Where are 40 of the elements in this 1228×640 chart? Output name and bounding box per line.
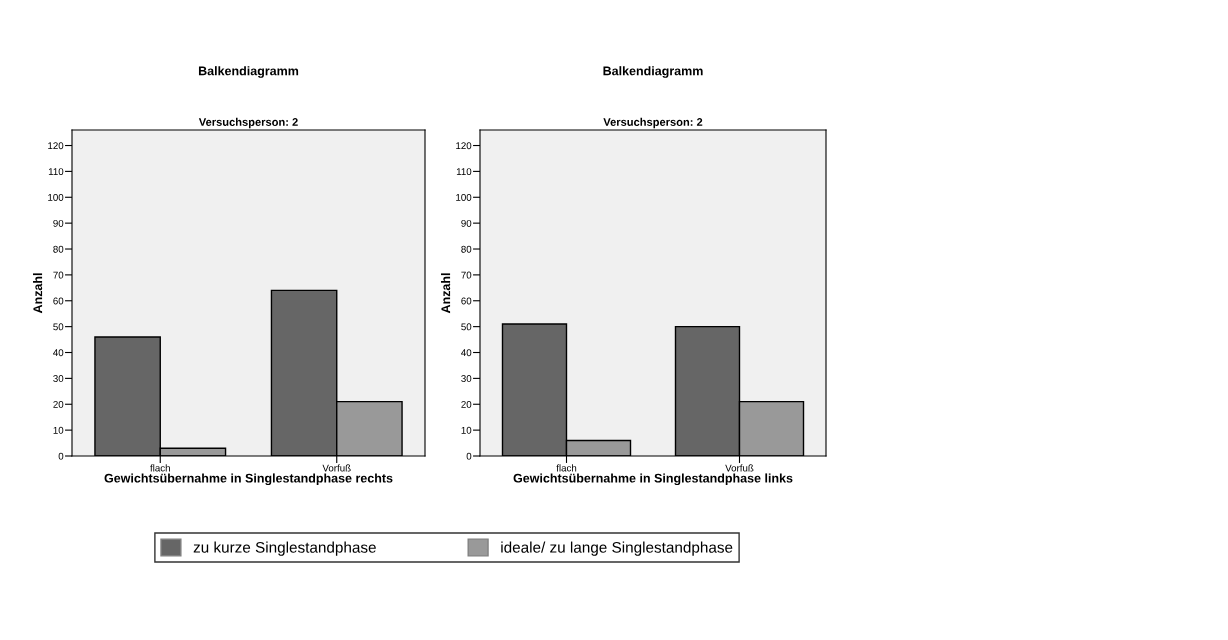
y-tick-label: 110 xyxy=(456,168,472,176)
y-tick-label: 90 xyxy=(461,219,472,227)
y-tick-label: 110 xyxy=(48,168,64,176)
x-axis-title: Gewichtsübernahme in Singlestandphase rechts xyxy=(104,473,393,486)
y-tick-label: 120 xyxy=(48,142,64,150)
x-tick-label: flach xyxy=(556,464,577,472)
y-tick-label: 60 xyxy=(53,297,64,305)
x-tick-label: Vorfuß xyxy=(725,464,754,472)
y-tick-label: 0 xyxy=(58,452,64,460)
y-tick-label: 100 xyxy=(48,194,64,201)
y-tick-label: 10 xyxy=(53,426,64,434)
y-tick-label: 40 xyxy=(53,349,64,357)
y-tick-label: 120 xyxy=(456,142,472,150)
x-tick-label: Vorfuß xyxy=(322,464,351,472)
y-axis-title: Anzahl xyxy=(441,273,451,314)
y-tick-label: 0 xyxy=(466,452,472,460)
y-tick-label: 30 xyxy=(53,375,64,382)
y-tick-label: 50 xyxy=(53,323,64,331)
y-tick-label: 60 xyxy=(461,297,472,305)
y-tick-label: 90 xyxy=(53,219,64,227)
x-axis-title: Gewichtsübernahme in Singlestandphase links xyxy=(513,473,793,486)
legend-label: zu kurze Singlestandphase xyxy=(193,541,376,556)
y-tick-label: 100 xyxy=(456,194,472,201)
chart-title: Balkendiagramm xyxy=(198,66,299,78)
y-tick-label: 40 xyxy=(461,349,472,357)
y-tick-label: 10 xyxy=(461,426,472,434)
y-tick-label: 30 xyxy=(461,375,472,382)
chart-subtitle: Versuchsperson: 2 xyxy=(198,117,298,129)
y-tick-label: 50 xyxy=(461,323,472,331)
y-tick-label: 20 xyxy=(461,400,472,408)
y-tick-label: 70 xyxy=(53,271,64,279)
x-tick-label: flach xyxy=(150,464,170,472)
legend-label: ideale/ zu lange Singlestandphase xyxy=(501,541,733,556)
y-tick-label: 70 xyxy=(461,271,472,279)
y-tick-label: 20 xyxy=(53,400,64,408)
chart-subtitle: Versuchsperson: 2 xyxy=(603,117,703,129)
y-tick-label: 80 xyxy=(461,245,472,253)
y-tick-label: 80 xyxy=(53,245,64,253)
y-axis-title: Anzahl xyxy=(33,273,43,314)
chart-title: Balkendiagramm xyxy=(603,66,703,78)
